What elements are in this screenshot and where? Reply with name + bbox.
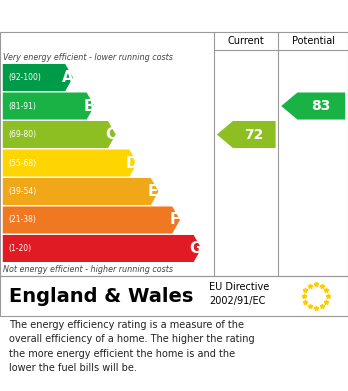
Polygon shape: [281, 93, 345, 120]
Polygon shape: [3, 206, 180, 233]
Text: A: A: [62, 70, 73, 85]
Text: D: D: [126, 156, 138, 170]
Text: (81-91): (81-91): [8, 102, 36, 111]
Text: Current: Current: [228, 36, 264, 46]
Polygon shape: [3, 149, 137, 176]
Text: EU Directive
2002/91/EC: EU Directive 2002/91/EC: [209, 282, 269, 306]
Text: The energy efficiency rating is a measure of the
overall efficiency of a home. T: The energy efficiency rating is a measur…: [9, 320, 254, 373]
Polygon shape: [217, 121, 276, 148]
Text: (1-20): (1-20): [8, 244, 31, 253]
Polygon shape: [3, 64, 73, 91]
Text: Not energy efficient - higher running costs: Not energy efficient - higher running co…: [3, 264, 174, 273]
Text: (21-38): (21-38): [8, 215, 36, 224]
Text: (39-54): (39-54): [8, 187, 36, 196]
Polygon shape: [3, 121, 116, 148]
Text: 72: 72: [245, 127, 264, 142]
Text: England & Wales: England & Wales: [9, 287, 193, 305]
Polygon shape: [3, 235, 201, 262]
Text: F: F: [169, 212, 180, 228]
Text: B: B: [83, 99, 95, 113]
Text: (69-80): (69-80): [8, 130, 36, 139]
Text: G: G: [190, 241, 202, 256]
Text: (92-100): (92-100): [8, 73, 41, 82]
Polygon shape: [3, 178, 159, 205]
Text: (55-68): (55-68): [8, 158, 36, 167]
Text: Very energy efficient - lower running costs: Very energy efficient - lower running co…: [3, 52, 173, 61]
Text: Potential: Potential: [292, 36, 335, 46]
Polygon shape: [3, 93, 94, 120]
Text: E: E: [148, 184, 158, 199]
Text: Energy Efficiency Rating: Energy Efficiency Rating: [9, 9, 211, 23]
Text: 83: 83: [311, 99, 331, 113]
Text: C: C: [105, 127, 116, 142]
